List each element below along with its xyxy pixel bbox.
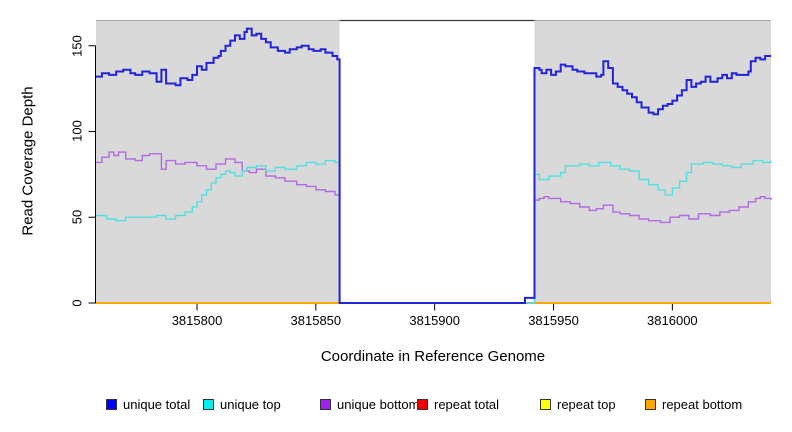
legend-item-unique-total: unique total xyxy=(106,398,190,411)
legend-label: repeat bottom xyxy=(662,397,743,412)
legend-label: unique bottom xyxy=(337,397,420,412)
legend-swatch-unique-bottom xyxy=(320,399,331,410)
series-line-unique-total xyxy=(96,27,771,304)
x-tick-label: 3815850 xyxy=(290,313,342,328)
y-axis-title: Read Coverage Depth xyxy=(19,86,37,236)
legend-item-unique-top: unique top xyxy=(203,398,281,411)
legend-item-repeat-top: repeat top xyxy=(540,398,616,411)
x-tick-label: 3815950 xyxy=(528,313,579,328)
legend-swatch-unique-top xyxy=(203,399,214,410)
y-tick-label: 50 xyxy=(69,210,85,225)
legend-item-repeat-total: repeat total xyxy=(417,398,499,411)
y-tick-label: 100 xyxy=(69,120,85,143)
legend-label: repeat total xyxy=(434,397,500,412)
x-axis-title: Coordinate in Reference Genome xyxy=(320,348,546,365)
x-tick-label: 3815900 xyxy=(409,313,460,328)
gap-region xyxy=(339,20,535,303)
legend-label: unique total xyxy=(123,397,191,412)
x-tick-label: 3815800 xyxy=(171,313,223,328)
legend-swatch-unique-total xyxy=(106,399,117,410)
y-tick-label: 0 xyxy=(69,299,85,307)
legend-swatch-repeat-bottom xyxy=(645,399,656,410)
legend-item-repeat-bottom: repeat bottom xyxy=(645,398,742,411)
series-line-unique-top xyxy=(96,159,772,304)
legend-swatch-repeat-total xyxy=(417,399,428,410)
legend-swatch-repeat-top xyxy=(540,399,551,410)
legend-label: unique top xyxy=(220,397,281,412)
legend-item-unique-bottom: unique bottom xyxy=(320,398,419,411)
y-tick-label: 150 xyxy=(69,34,85,57)
x-tick-label: 3816000 xyxy=(647,313,698,328)
legend-label: repeat top xyxy=(557,397,616,412)
